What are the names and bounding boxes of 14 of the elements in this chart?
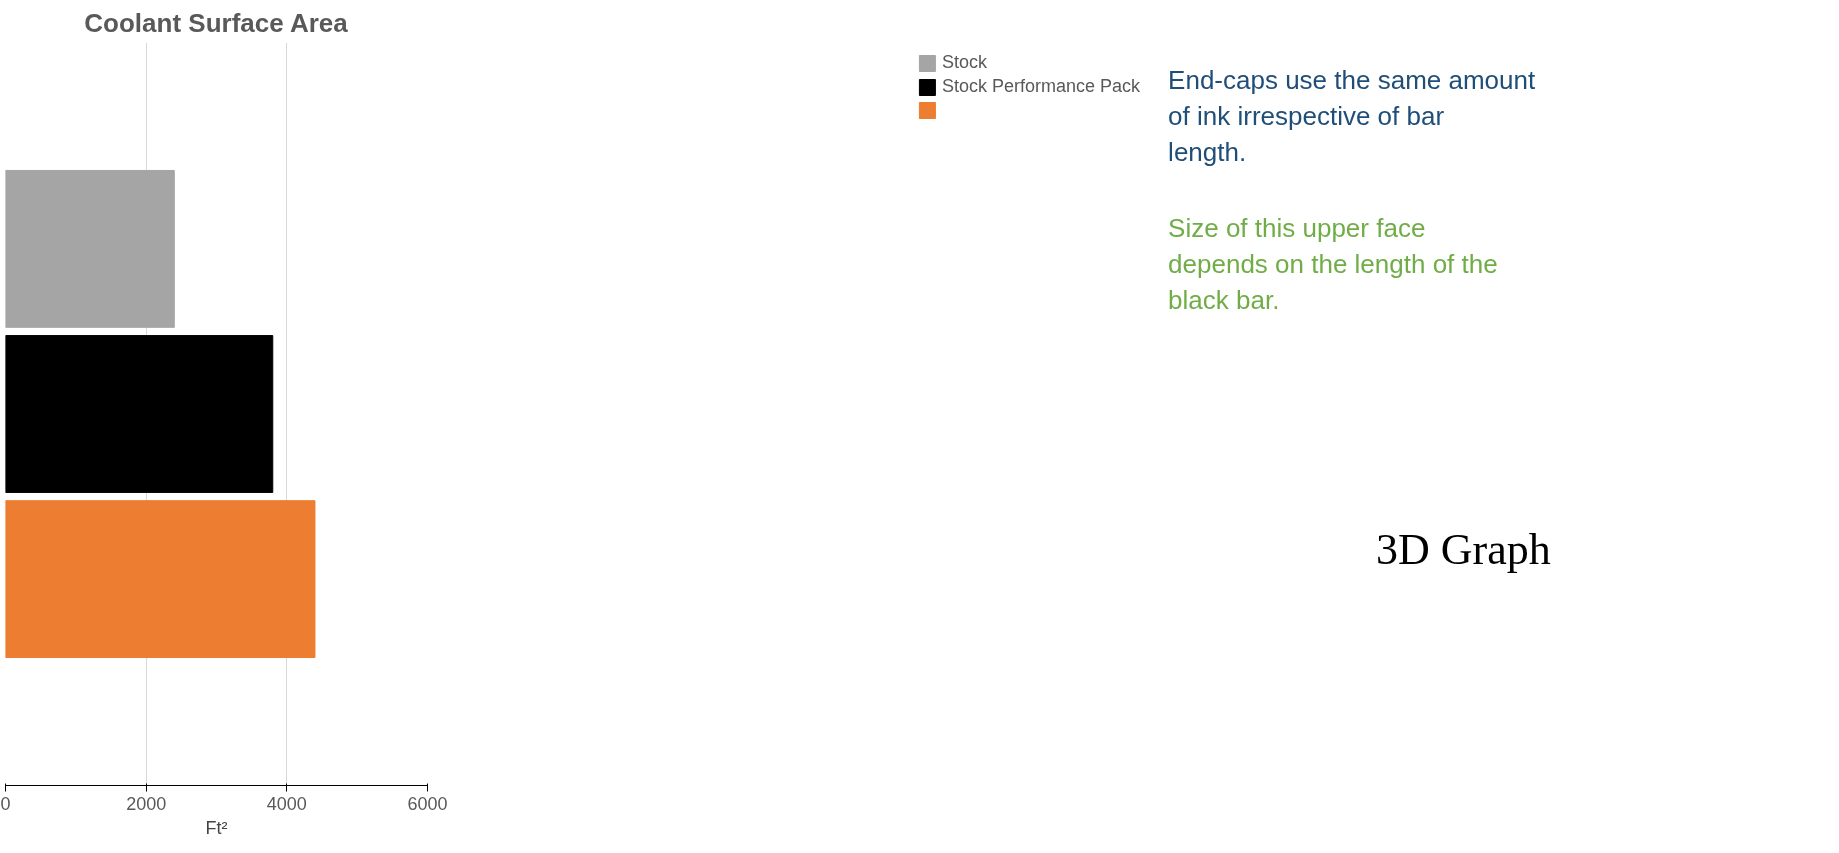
text: 3D Graph xyxy=(1376,525,1551,575)
bar xyxy=(5,500,316,659)
x-tick-label: 2000 xyxy=(126,793,167,814)
bar xyxy=(5,169,175,328)
legend-label: Stock Performance Pack xyxy=(941,76,1140,97)
x-axis-title: Ft² xyxy=(205,817,228,838)
text: End-caps use the same amount of ink irrespective of bar length. xyxy=(1168,64,1536,167)
chart-title: Coolant Surface Area xyxy=(84,7,349,38)
legend-label: Stock xyxy=(941,52,987,73)
text: Size of this upper face depends on the length of the black bar. xyxy=(1168,213,1498,316)
x-tick-label: 0 xyxy=(0,793,11,814)
x-tick-label: 4000 xyxy=(266,793,307,814)
x-tick-label: 6000 xyxy=(407,793,448,814)
bar xyxy=(5,335,274,493)
